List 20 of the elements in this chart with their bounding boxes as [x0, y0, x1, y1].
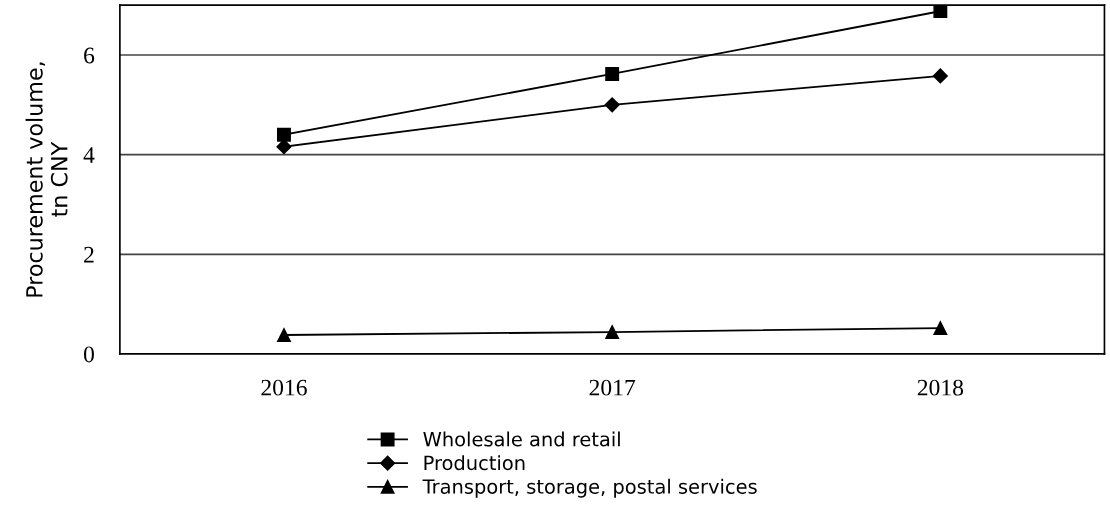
point — [933, 5, 948, 19]
point — [932, 68, 948, 84]
x-tick-label: 2016 — [261, 379, 307, 396]
y-axis-title: Procurement volume, tn CNY — [25, 62, 68, 297]
point — [605, 67, 620, 81]
y-tick-label: 6 — [84, 47, 95, 64]
point — [604, 97, 620, 113]
point — [933, 321, 948, 335]
y-tick-label: 2 — [84, 246, 94, 263]
point — [277, 328, 291, 342]
x-tick-label: 2018 — [917, 379, 964, 396]
legend-label: Transport, storage, postal services — [422, 478, 757, 498]
y-tick-label: 0 — [83, 346, 94, 363]
y-tick-label: 4 — [83, 147, 95, 163]
point — [605, 325, 620, 339]
point — [276, 139, 292, 155]
legend-label: Production — [424, 455, 525, 471]
legend-label: Wholesale and retail — [423, 431, 620, 447]
point — [277, 127, 291, 142]
x-tick-label: 2017 — [589, 379, 636, 396]
